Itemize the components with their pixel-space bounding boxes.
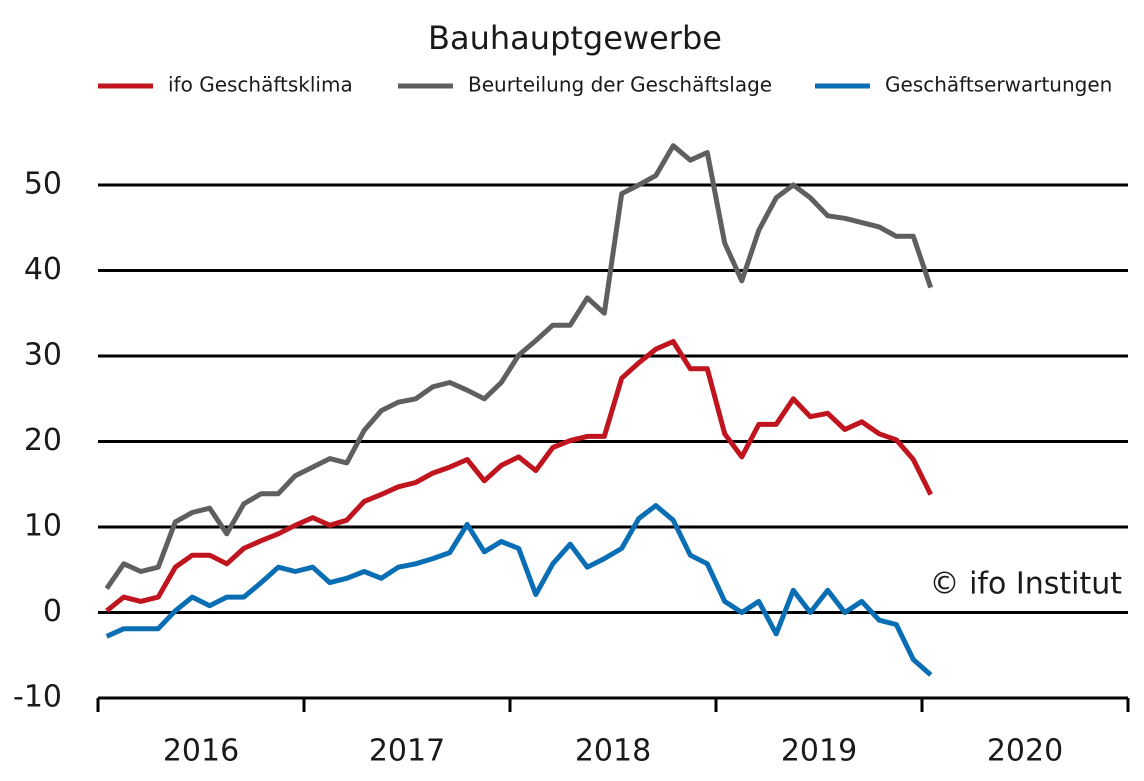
legend-label: Beurteilung der Geschäftslage: [468, 73, 772, 97]
y-tick-label: 0: [43, 594, 62, 629]
y-tick-label: 40: [24, 252, 62, 287]
y-tick-label: 10: [24, 509, 62, 544]
annotation: © ifo Institut: [930, 567, 1123, 602]
series-line: [105, 503, 933, 677]
x-tick-label: 2016: [163, 734, 239, 769]
y-tick-label: 50: [24, 167, 62, 202]
x-tick-label: 2019: [781, 734, 857, 769]
x-tick-label: 2020: [987, 734, 1063, 769]
legend-label: ifo Geschäftsklima: [168, 73, 353, 97]
y-tick-label: 30: [24, 338, 62, 373]
x-tick-label: 2017: [369, 734, 445, 769]
x-tick-label: 2018: [575, 734, 651, 769]
legend-label: Geschäftserwartungen: [885, 73, 1112, 97]
series-line: [104, 143, 934, 591]
y-tick-label: 20: [24, 423, 62, 458]
y-tick-label: -10: [13, 680, 62, 715]
chart-title: Bauhauptgewerbe: [428, 19, 722, 57]
series-line: [105, 339, 933, 613]
